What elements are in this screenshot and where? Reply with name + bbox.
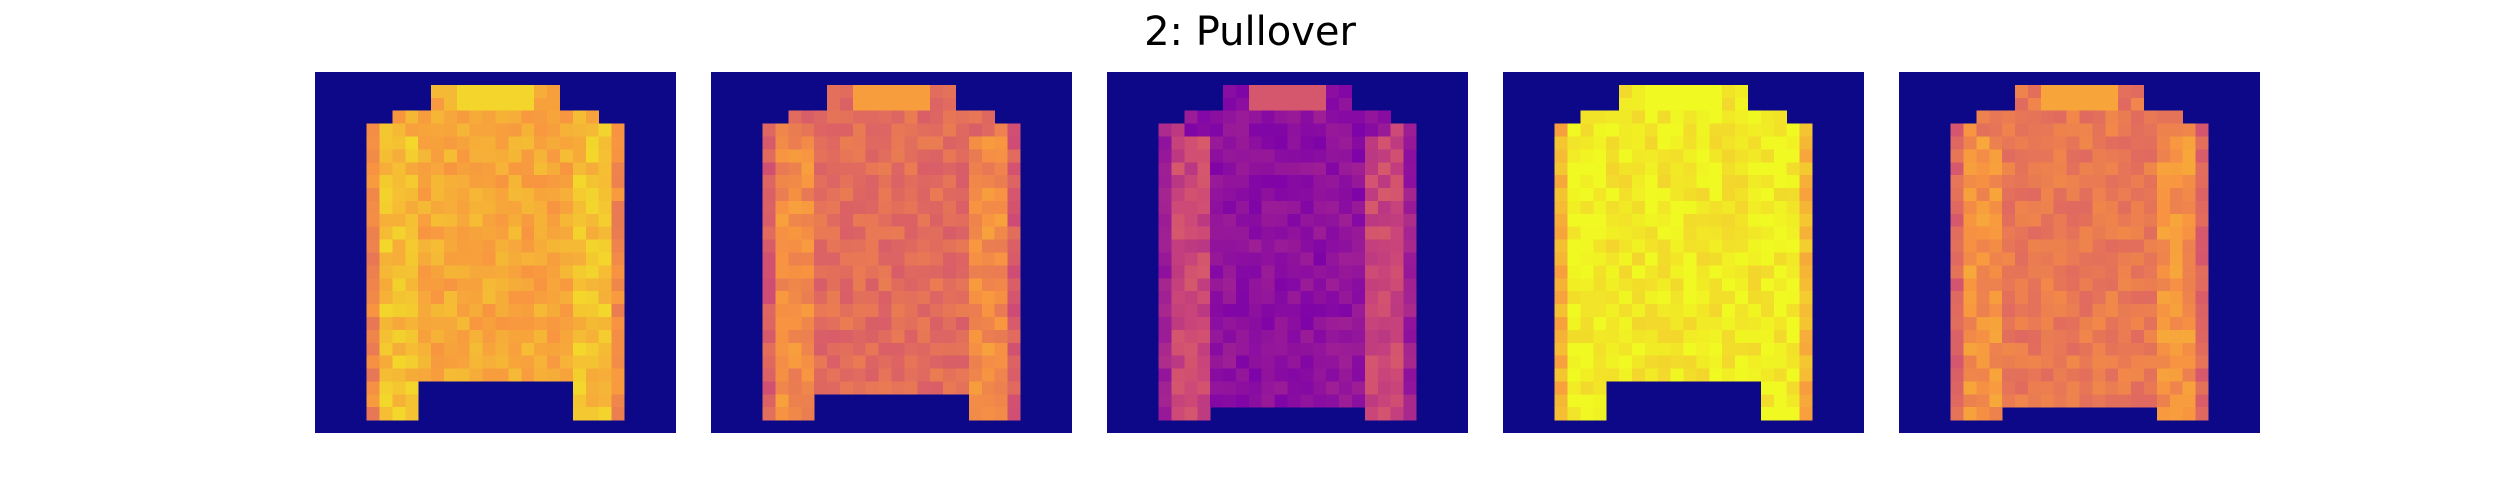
pullover-image-1	[315, 72, 676, 433]
pullover-image-5	[1899, 72, 2260, 433]
figure-title: 2: Pullover	[1144, 9, 1356, 55]
pullover-image-3	[1107, 72, 1468, 433]
pullover-image-2	[711, 72, 1072, 433]
pullover-image-4	[1503, 72, 1864, 433]
